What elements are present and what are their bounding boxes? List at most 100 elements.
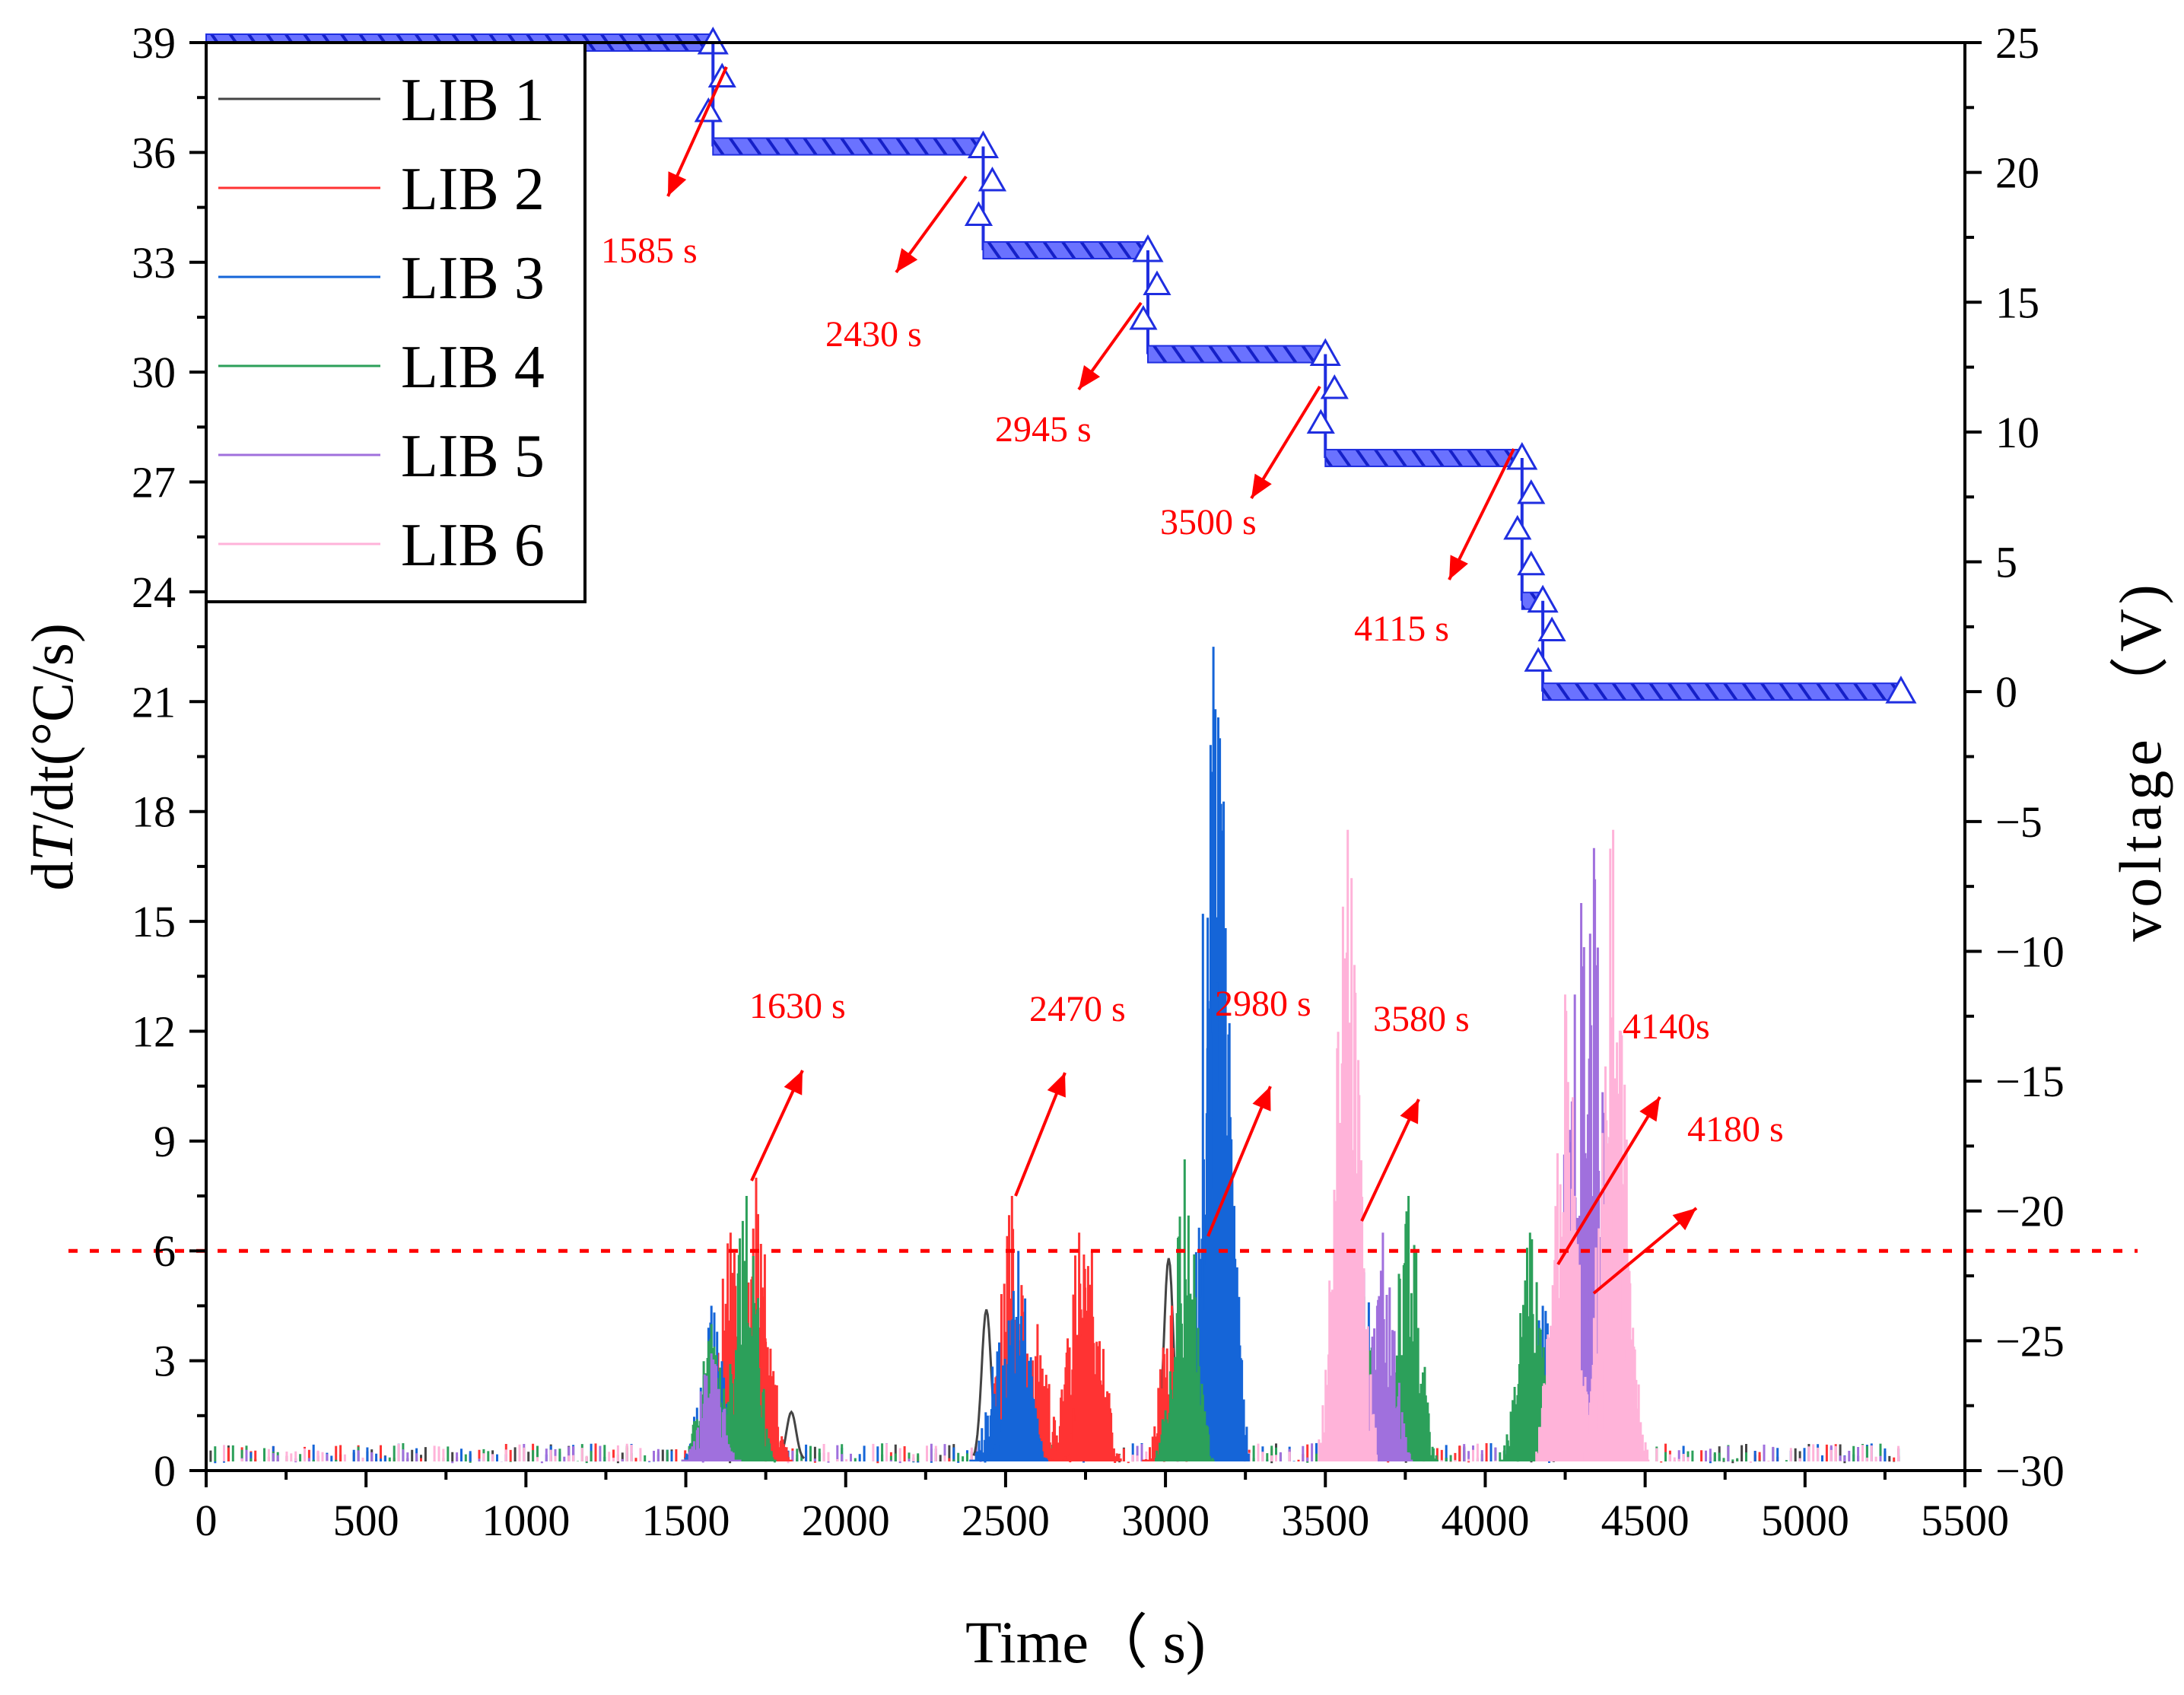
y-right-axis-title: voltage （V) — [2107, 580, 2173, 941]
series-lib-5 — [681, 848, 1624, 1461]
voltage-marker — [1503, 514, 1532, 540]
series-burst — [681, 1353, 742, 1461]
series-lib-4 — [681, 1159, 1560, 1461]
y-right-tick-label: 10 — [1995, 408, 2039, 457]
voltage-marker — [1517, 479, 1546, 504]
voltage-marker — [978, 166, 1007, 192]
peak-annotation-arrow-head — [1400, 1099, 1419, 1124]
y-left-tick-label: 6 — [154, 1226, 176, 1276]
legend-label: LIB 2 — [401, 156, 545, 223]
voltage-annotation-label: 1585 s — [601, 231, 698, 271]
y-left-label-prefix: d — [19, 861, 85, 891]
y-left-tick-label: 3 — [154, 1337, 176, 1386]
y-left-tick-label: 27 — [132, 458, 176, 507]
legend-label: LIB 5 — [401, 423, 545, 490]
x-tick-label: 3000 — [1121, 1496, 1210, 1545]
y-left-tick-label: 33 — [132, 238, 176, 288]
x-tick-label: 4000 — [1441, 1496, 1529, 1545]
y-left-tick-label: 9 — [154, 1117, 176, 1166]
peak-annotation-arrow-shaft — [1556, 1096, 1661, 1266]
x-axis-title: Time（ s) — [965, 1609, 1206, 1675]
series-layer — [205, 647, 1900, 1464]
legend-label: LIB 4 — [401, 334, 545, 401]
series-burst — [1190, 738, 1250, 1461]
x-tick-label: 1000 — [482, 1496, 570, 1545]
peak-annotation-arrow-head — [1047, 1073, 1066, 1098]
y-left-tick-label: 30 — [132, 348, 176, 397]
legend-box — [205, 41, 587, 603]
series-burst — [1062, 1251, 1122, 1461]
voltage-annotation-label: 3500 s — [1160, 502, 1257, 542]
voltage-marker — [1517, 550, 1546, 576]
voltage-marker — [1320, 374, 1349, 399]
voltage-annotation-arrow-head — [896, 248, 918, 272]
voltage-step — [1542, 682, 1902, 701]
y-right-tick-label: −5 — [1995, 797, 2043, 847]
voltage-marker — [1306, 409, 1335, 434]
voltage-annotation-label: 4115 s — [1354, 609, 1449, 649]
voltage-marker — [1143, 270, 1171, 296]
legend: LIB 1 LIB 2 LIB 3 LIB 4 LIB 5 LIB 6 — [205, 41, 587, 603]
y-right-tick-label: −10 — [1995, 927, 2065, 976]
x-tick-label: 0 — [196, 1496, 218, 1545]
y-left-tick-label: 18 — [132, 787, 176, 837]
voltage-step — [1146, 345, 1327, 364]
voltage-marker — [1885, 676, 1917, 704]
y-right-tick-label: −25 — [1995, 1316, 2065, 1366]
x-tick-label: 500 — [333, 1496, 399, 1545]
y-right-tick-label: 25 — [1995, 18, 2039, 68]
voltage-annotation-label: 2945 s — [995, 409, 1092, 450]
y-right-tick-label: 20 — [1995, 148, 2039, 198]
axis-layer: 0 500 1000 1500 2000 2500 3000 3500 4000 4500 5000… — [132, 18, 2065, 1545]
peak-annotation-arrow-shaft — [1206, 1086, 1272, 1237]
voltage-step — [1324, 449, 1523, 468]
peak-annotation-label: 1630 s — [749, 986, 846, 1026]
series-burst — [1589, 1140, 1650, 1461]
y-right-tick-label: −20 — [1995, 1187, 2065, 1236]
y-right-tick-label: −15 — [1995, 1057, 2065, 1106]
x-tick-label: 2000 — [802, 1496, 890, 1545]
annotation-layer: 1585 s 2430 s 2945 s 3500 s 4115 s 1630 s 2470… — [601, 66, 1784, 1295]
peak-annotation-label: 2980 s — [1215, 984, 1311, 1024]
x-tick-label: 1500 — [642, 1496, 730, 1545]
voltage-marker — [1537, 616, 1566, 642]
voltage-marker — [1129, 305, 1158, 330]
voltage-annotation-arrow-shaft — [1448, 448, 1515, 580]
x-tick-label: 3500 — [1281, 1496, 1369, 1545]
peak-annotation-arrow-head — [1639, 1097, 1660, 1122]
voltage-annotation-arrow-head — [1079, 365, 1101, 390]
series-lib-6 — [1318, 829, 1650, 1461]
legend-label: LIB 3 — [401, 245, 545, 312]
y-left-tick-label: 0 — [154, 1446, 176, 1496]
voltage-annotation-arrow-shaft — [666, 66, 728, 197]
x-tick-label: 5000 — [1761, 1496, 1849, 1545]
y-left-tick-label: 21 — [132, 677, 176, 727]
peak-annotation-label: 2470 s — [1029, 989, 1126, 1029]
voltage-annotation-arrow-head — [1449, 555, 1468, 580]
peak-annotation-arrow-head — [1252, 1086, 1271, 1111]
y-left-tick-label: 15 — [132, 897, 176, 946]
peak-annotation-label: 3580 s — [1373, 999, 1470, 1039]
legend-label: LIB 6 — [401, 512, 545, 579]
peak-annotation-label: 4140s — [1623, 1007, 1710, 1047]
y-left-label-italic: T — [19, 825, 85, 861]
legend-label: LIB 1 — [401, 67, 545, 134]
y-left-tick-label: 12 — [132, 1007, 176, 1056]
y-right-tick-label: −30 — [1995, 1446, 2065, 1496]
y-left-tick-label: 36 — [132, 128, 176, 177]
voltage-annotation-label: 2430 s — [825, 314, 922, 355]
series-lib-3 — [681, 647, 1573, 1461]
x-tick-label: 4500 — [1601, 1496, 1690, 1545]
voltage-step — [712, 137, 984, 156]
peak-annotation-arrow-head — [1672, 1208, 1696, 1231]
y-right-tick-label: 0 — [1995, 667, 2017, 717]
y-left-label-suffix: /dt(°C/s) — [19, 623, 85, 828]
series-burst — [1155, 1159, 1215, 1461]
series-burst — [1318, 829, 1378, 1461]
x-tick-label: 5500 — [1921, 1496, 2009, 1545]
voltage-marker — [964, 201, 993, 227]
series-lib-2 — [701, 1178, 1381, 1461]
y-left-axis-title: dT/dt(°C/s) — [19, 623, 85, 891]
voltage-annotation-arrow-head — [668, 171, 687, 196]
